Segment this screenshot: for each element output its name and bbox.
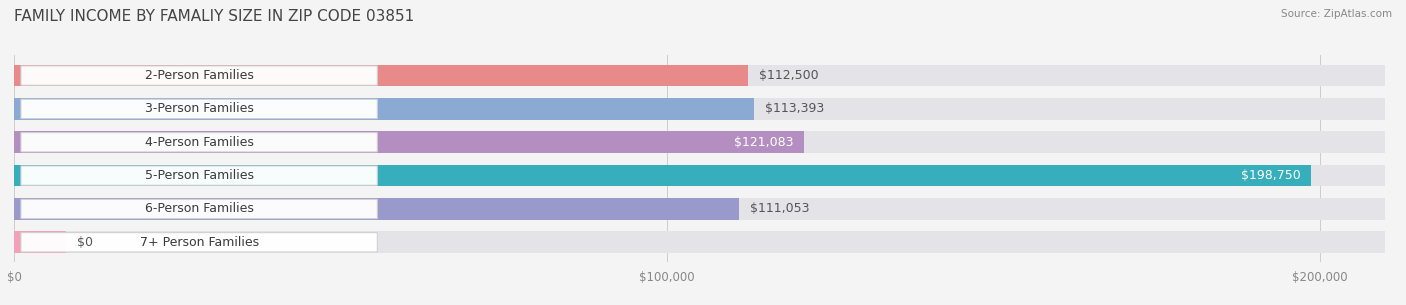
Bar — [14, 98, 1385, 120]
Text: 3-Person Families: 3-Person Families — [145, 102, 253, 115]
FancyBboxPatch shape — [21, 166, 377, 185]
Bar — [14, 198, 740, 220]
Bar — [14, 198, 1385, 220]
Bar — [14, 231, 66, 253]
Text: $112,500: $112,500 — [759, 69, 820, 82]
FancyBboxPatch shape — [21, 233, 377, 252]
FancyBboxPatch shape — [21, 99, 377, 119]
Text: 5-Person Families: 5-Person Families — [145, 169, 253, 182]
Bar — [14, 131, 804, 153]
Bar — [14, 98, 754, 120]
Bar — [14, 231, 1385, 253]
Text: $121,083: $121,083 — [734, 136, 793, 149]
FancyBboxPatch shape — [21, 133, 377, 152]
Bar — [14, 165, 1312, 186]
Text: 6-Person Families: 6-Person Families — [145, 203, 253, 215]
Bar — [14, 65, 1385, 86]
Text: 7+ Person Families: 7+ Person Families — [139, 236, 259, 249]
Text: $198,750: $198,750 — [1240, 169, 1301, 182]
Bar — [14, 131, 1385, 153]
Bar — [14, 165, 1385, 186]
Text: $113,393: $113,393 — [765, 102, 824, 115]
Text: Source: ZipAtlas.com: Source: ZipAtlas.com — [1281, 9, 1392, 19]
Text: $111,053: $111,053 — [749, 203, 810, 215]
Text: FAMILY INCOME BY FAMALIY SIZE IN ZIP CODE 03851: FAMILY INCOME BY FAMALIY SIZE IN ZIP COD… — [14, 9, 415, 24]
FancyBboxPatch shape — [21, 199, 377, 219]
Text: 2-Person Families: 2-Person Families — [145, 69, 253, 82]
FancyBboxPatch shape — [21, 66, 377, 85]
Text: 4-Person Families: 4-Person Families — [145, 136, 253, 149]
Text: $0: $0 — [77, 236, 93, 249]
Bar — [14, 65, 748, 86]
